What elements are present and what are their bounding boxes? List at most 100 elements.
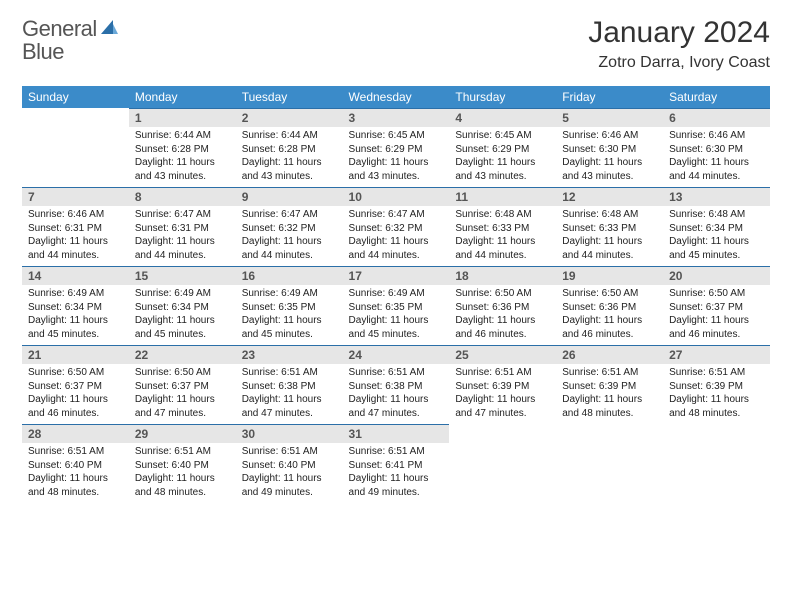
day-body xyxy=(556,443,663,449)
sunrise-line: Sunrise: 6:44 AM xyxy=(135,129,230,143)
calendar-cell: 19Sunrise: 6:50 AMSunset: 6:36 PMDayligh… xyxy=(556,266,663,345)
sunrise-line: Sunrise: 6:51 AM xyxy=(349,366,444,380)
location-text: Zotro Darra, Ivory Coast xyxy=(588,54,770,72)
sunrise-line: Sunrise: 6:50 AM xyxy=(135,366,230,380)
day-number: 7 xyxy=(22,187,129,206)
day-body: Sunrise: 6:50 AMSunset: 6:37 PMDaylight:… xyxy=(129,364,236,424)
calendar-cell xyxy=(663,424,770,503)
daylight-line: Daylight: 11 hours and 47 minutes. xyxy=(455,393,550,420)
sail-icon xyxy=(99,18,119,41)
sunset-line: Sunset: 6:37 PM xyxy=(28,380,123,394)
day-body: Sunrise: 6:45 AMSunset: 6:29 PMDaylight:… xyxy=(343,127,450,187)
calendar-table: SundayMondayTuesdayWednesdayThursdayFrid… xyxy=(22,86,770,503)
sunrise-line: Sunrise: 6:48 AM xyxy=(455,208,550,222)
calendar-cell: 21Sunrise: 6:50 AMSunset: 6:37 PMDayligh… xyxy=(22,345,129,424)
day-number: 8 xyxy=(129,187,236,206)
day-body: Sunrise: 6:51 AMSunset: 6:39 PMDaylight:… xyxy=(663,364,770,424)
weekday-header: Wednesday xyxy=(343,86,450,108)
day-body: Sunrise: 6:47 AMSunset: 6:31 PMDaylight:… xyxy=(129,206,236,266)
day-number: 11 xyxy=(449,187,556,206)
calendar-cell: 10Sunrise: 6:47 AMSunset: 6:32 PMDayligh… xyxy=(343,187,450,266)
calendar-cell: 25Sunrise: 6:51 AMSunset: 6:39 PMDayligh… xyxy=(449,345,556,424)
sunset-line: Sunset: 6:39 PM xyxy=(562,380,657,394)
sunrise-line: Sunrise: 6:49 AM xyxy=(135,287,230,301)
sunrise-line: Sunrise: 6:45 AM xyxy=(455,129,550,143)
calendar-cell xyxy=(556,424,663,503)
calendar-cell: 13Sunrise: 6:48 AMSunset: 6:34 PMDayligh… xyxy=(663,187,770,266)
calendar-cell: 30Sunrise: 6:51 AMSunset: 6:40 PMDayligh… xyxy=(236,424,343,503)
sunset-line: Sunset: 6:37 PM xyxy=(669,301,764,315)
daylight-line: Daylight: 11 hours and 43 minutes. xyxy=(562,156,657,183)
day-number: 28 xyxy=(22,424,129,443)
sunset-line: Sunset: 6:29 PM xyxy=(455,143,550,157)
day-number: 27 xyxy=(663,345,770,364)
sunrise-line: Sunrise: 6:51 AM xyxy=(242,366,337,380)
sunrise-line: Sunrise: 6:50 AM xyxy=(562,287,657,301)
calendar-cell xyxy=(22,108,129,187)
day-number: 30 xyxy=(236,424,343,443)
daylight-line: Daylight: 11 hours and 44 minutes. xyxy=(28,235,123,262)
day-body: Sunrise: 6:47 AMSunset: 6:32 PMDaylight:… xyxy=(236,206,343,266)
calendar-cell: 27Sunrise: 6:51 AMSunset: 6:39 PMDayligh… xyxy=(663,345,770,424)
day-number: 17 xyxy=(343,266,450,285)
day-body: Sunrise: 6:49 AMSunset: 6:35 PMDaylight:… xyxy=(236,285,343,345)
brand-word-1: General xyxy=(22,16,97,41)
day-number: 15 xyxy=(129,266,236,285)
calendar-cell: 2Sunrise: 6:44 AMSunset: 6:28 PMDaylight… xyxy=(236,108,343,187)
day-number: 14 xyxy=(22,266,129,285)
sunset-line: Sunset: 6:34 PM xyxy=(669,222,764,236)
daylight-line: Daylight: 11 hours and 46 minutes. xyxy=(669,314,764,341)
sunset-line: Sunset: 6:40 PM xyxy=(135,459,230,473)
sunrise-line: Sunrise: 6:47 AM xyxy=(242,208,337,222)
calendar-cell: 17Sunrise: 6:49 AMSunset: 6:35 PMDayligh… xyxy=(343,266,450,345)
day-body xyxy=(449,443,556,449)
calendar-cell: 26Sunrise: 6:51 AMSunset: 6:39 PMDayligh… xyxy=(556,345,663,424)
weekday-header: Thursday xyxy=(449,86,556,108)
daylight-line: Daylight: 11 hours and 44 minutes. xyxy=(562,235,657,262)
daylight-line: Daylight: 11 hours and 44 minutes. xyxy=(669,156,764,183)
sunset-line: Sunset: 6:32 PM xyxy=(349,222,444,236)
daylight-line: Daylight: 11 hours and 43 minutes. xyxy=(455,156,550,183)
sunrise-line: Sunrise: 6:51 AM xyxy=(455,366,550,380)
day-number: 31 xyxy=(343,424,450,443)
sunrise-line: Sunrise: 6:46 AM xyxy=(669,129,764,143)
day-body: Sunrise: 6:44 AMSunset: 6:28 PMDaylight:… xyxy=(236,127,343,187)
day-body: Sunrise: 6:46 AMSunset: 6:30 PMDaylight:… xyxy=(663,127,770,187)
day-body: Sunrise: 6:48 AMSunset: 6:33 PMDaylight:… xyxy=(449,206,556,266)
calendar-row: 21Sunrise: 6:50 AMSunset: 6:37 PMDayligh… xyxy=(22,345,770,424)
day-number: 26 xyxy=(556,345,663,364)
calendar-cell: 8Sunrise: 6:47 AMSunset: 6:31 PMDaylight… xyxy=(129,187,236,266)
weekday-header: Saturday xyxy=(663,86,770,108)
day-body: Sunrise: 6:51 AMSunset: 6:40 PMDaylight:… xyxy=(129,443,236,503)
day-body: Sunrise: 6:48 AMSunset: 6:33 PMDaylight:… xyxy=(556,206,663,266)
calendar-cell: 28Sunrise: 6:51 AMSunset: 6:40 PMDayligh… xyxy=(22,424,129,503)
calendar-cell: 29Sunrise: 6:51 AMSunset: 6:40 PMDayligh… xyxy=(129,424,236,503)
sunset-line: Sunset: 6:38 PM xyxy=(349,380,444,394)
calendar-row: 1Sunrise: 6:44 AMSunset: 6:28 PMDaylight… xyxy=(22,108,770,187)
day-body: Sunrise: 6:46 AMSunset: 6:30 PMDaylight:… xyxy=(556,127,663,187)
day-number: 23 xyxy=(236,345,343,364)
calendar-cell: 1Sunrise: 6:44 AMSunset: 6:28 PMDaylight… xyxy=(129,108,236,187)
calendar-cell: 31Sunrise: 6:51 AMSunset: 6:41 PMDayligh… xyxy=(343,424,450,503)
sunset-line: Sunset: 6:31 PM xyxy=(135,222,230,236)
sunrise-line: Sunrise: 6:44 AM xyxy=(242,129,337,143)
calendar-cell: 7Sunrise: 6:46 AMSunset: 6:31 PMDaylight… xyxy=(22,187,129,266)
daylight-line: Daylight: 11 hours and 45 minutes. xyxy=(28,314,123,341)
calendar-cell: 14Sunrise: 6:49 AMSunset: 6:34 PMDayligh… xyxy=(22,266,129,345)
weekday-header: Friday xyxy=(556,86,663,108)
daylight-line: Daylight: 11 hours and 43 minutes. xyxy=(135,156,230,183)
daylight-line: Daylight: 11 hours and 44 minutes. xyxy=(242,235,337,262)
sunset-line: Sunset: 6:41 PM xyxy=(349,459,444,473)
calendar-cell: 16Sunrise: 6:49 AMSunset: 6:35 PMDayligh… xyxy=(236,266,343,345)
day-body: Sunrise: 6:50 AMSunset: 6:36 PMDaylight:… xyxy=(449,285,556,345)
sunset-line: Sunset: 6:36 PM xyxy=(455,301,550,315)
day-body: Sunrise: 6:44 AMSunset: 6:28 PMDaylight:… xyxy=(129,127,236,187)
calendar-row: 28Sunrise: 6:51 AMSunset: 6:40 PMDayligh… xyxy=(22,424,770,503)
daylight-line: Daylight: 11 hours and 48 minutes. xyxy=(562,393,657,420)
day-number: 29 xyxy=(129,424,236,443)
calendar-cell xyxy=(449,424,556,503)
sunset-line: Sunset: 6:34 PM xyxy=(135,301,230,315)
sunrise-line: Sunrise: 6:47 AM xyxy=(135,208,230,222)
sunset-line: Sunset: 6:33 PM xyxy=(455,222,550,236)
day-body: Sunrise: 6:50 AMSunset: 6:37 PMDaylight:… xyxy=(663,285,770,345)
